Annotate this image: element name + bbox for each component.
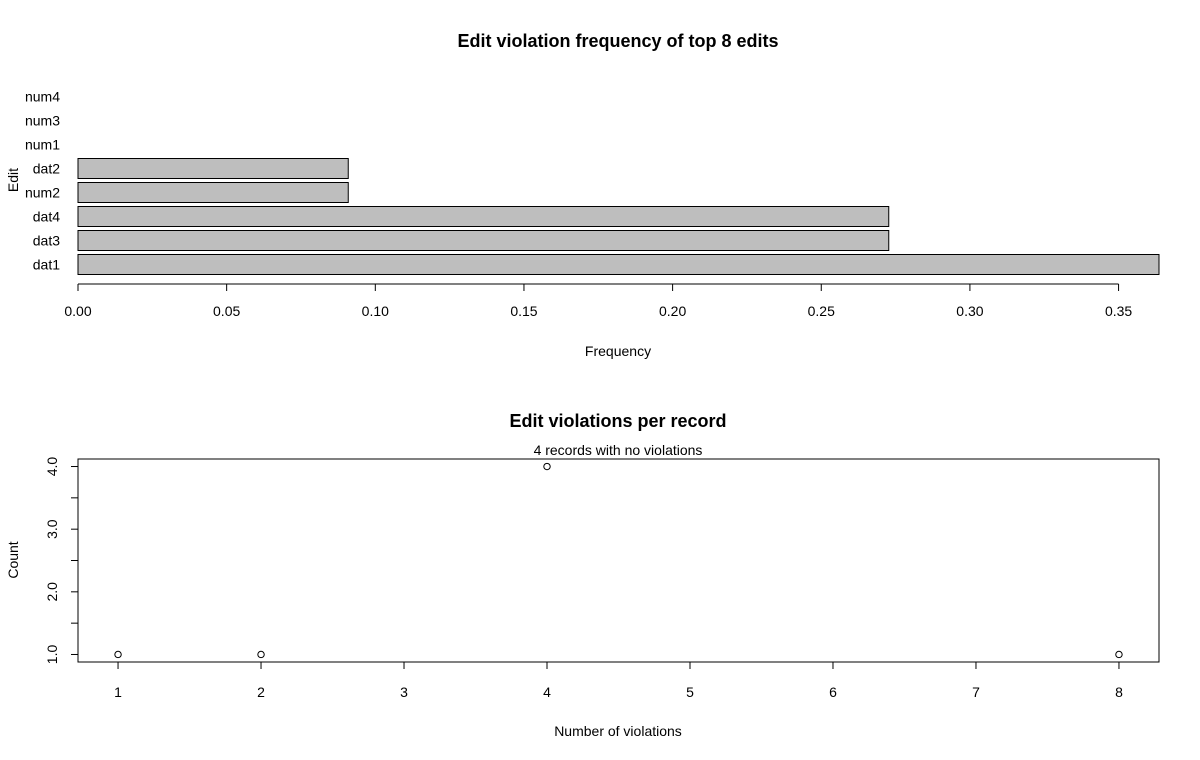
bar-chart-bars xyxy=(77,158,1160,275)
scatter-point-2 xyxy=(543,462,551,471)
bar-x-tick-label-0: 0.00 xyxy=(64,303,91,319)
scatter-x-tick-label-4: 5 xyxy=(686,684,694,700)
bar-category-label-num1: num1 xyxy=(25,137,60,153)
bar-chart-y-axis-label: Edit xyxy=(5,168,21,192)
bar-chart-title: Edit violation frequency of top 8 edits xyxy=(457,31,778,51)
bar-x-tick-label-7: 0.35 xyxy=(1105,303,1132,319)
scatter-x-tick-label-6: 7 xyxy=(972,684,980,700)
bar-chart-x-axis: 0.00 0.05 0.10 0.15 0.20 0.25 0.30 0.35 xyxy=(64,283,1132,319)
scatter-x-tick-label-3: 4 xyxy=(543,684,551,700)
bar-category-label-num2: num2 xyxy=(25,185,60,201)
scatter-y-tick-label-6: 4.0 xyxy=(44,457,60,477)
bar-category-label-num4: num4 xyxy=(25,89,60,105)
scatter-x-tick-label-5: 6 xyxy=(829,684,837,700)
bar-category-label-num3: num3 xyxy=(25,113,60,129)
scatter-chart-points xyxy=(114,462,1123,659)
bar-dat1 xyxy=(77,254,1160,275)
bar-dat2 xyxy=(77,158,349,179)
bar-category-label-dat3: dat3 xyxy=(33,233,60,249)
scatter-chart: Edit violations per record 4 records wit… xyxy=(5,411,1160,739)
bar-x-tick-label-5: 0.25 xyxy=(808,303,835,319)
bar-x-tick-label-6: 0.30 xyxy=(956,303,983,319)
scatter-y-tick-label-4: 3.0 xyxy=(44,519,60,539)
scatter-point-3 xyxy=(1115,650,1123,659)
scatter-chart-y-axis-label: Count xyxy=(5,541,21,578)
scatter-point-0 xyxy=(114,650,122,659)
scatter-x-tick-label-7: 8 xyxy=(1115,684,1123,700)
bar-x-tick-label-2: 0.10 xyxy=(362,303,389,319)
scatter-chart-x-axis-label: Number of violations xyxy=(554,723,682,739)
scatter-chart-plot-box xyxy=(77,458,1160,663)
scatter-chart-subtitle: 4 records with no violations xyxy=(534,442,703,458)
scatter-point-1 xyxy=(257,650,265,659)
scatter-y-tick-label-2: 2.0 xyxy=(44,582,60,602)
bar-x-tick-label-4: 0.20 xyxy=(659,303,686,319)
bar-chart: Edit violation frequency of top 8 edits … xyxy=(5,31,1160,359)
scatter-x-tick-label-0: 1 xyxy=(114,684,122,700)
scatter-chart-x-axis: 1 2 3 4 5 6 7 8 xyxy=(114,661,1123,700)
bar-dat4 xyxy=(77,206,890,227)
bar-num2 xyxy=(77,182,349,203)
scatter-x-tick-label-2: 3 xyxy=(400,684,408,700)
bar-chart-category-labels: dat1 dat3 dat4 num2 dat2 num1 num3 num4 xyxy=(25,89,60,273)
bar-x-tick-label-3: 0.15 xyxy=(510,303,537,319)
scatter-chart-title: Edit violations per record xyxy=(509,411,726,431)
bar-category-label-dat1: dat1 xyxy=(33,257,60,273)
scatter-y-tick-label-0: 1.0 xyxy=(44,645,60,665)
bar-category-label-dat4: dat4 xyxy=(33,209,60,225)
bar-dat3 xyxy=(77,230,890,251)
bar-chart-x-axis-label: Frequency xyxy=(585,343,651,359)
bar-category-label-dat2: dat2 xyxy=(33,161,60,177)
scatter-chart-y-axis: 1.0 2.0 3.0 4.0 xyxy=(44,457,79,665)
scatter-x-tick-label-1: 2 xyxy=(257,684,265,700)
bar-x-tick-label-1: 0.05 xyxy=(213,303,240,319)
